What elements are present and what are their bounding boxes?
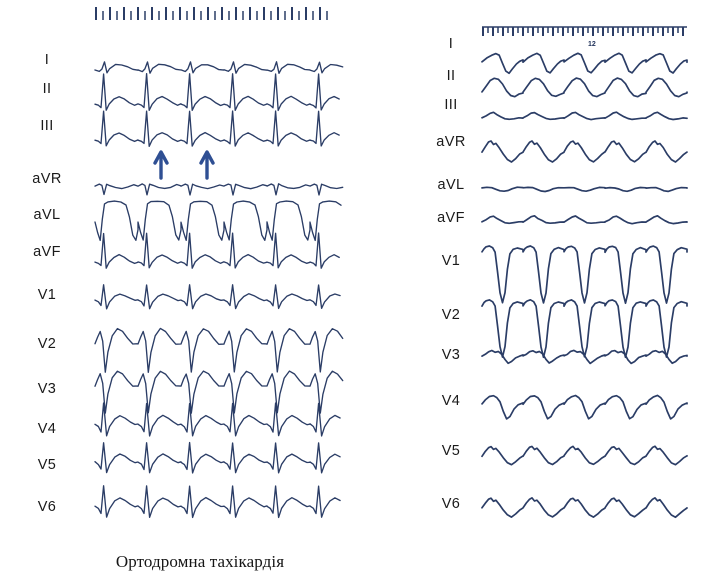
lead-label-v1: V1 (441, 253, 461, 269)
lead-label-ii: II (42, 81, 52, 97)
lead-label-v2: V2 (37, 336, 57, 352)
timing-ruler-orthodromic (95, 7, 328, 20)
ruler-ticks (482, 26, 687, 36)
lead-label-column-antidromic: I II III aVR aVL aVF V1 V2 V3 V4 V5 V6 (412, 0, 490, 582)
ecg-lead-trace-v6 (94, 485, 341, 519)
ecg-lead-trace-v3 (94, 370, 344, 414)
ecg-lead-trace-iii (481, 111, 688, 121)
ecg-lead-trace-v1 (94, 284, 341, 310)
ruler-ticks (95, 7, 328, 20)
ecg-lead-trace-avr (94, 183, 344, 196)
ecg-lead-trace-v5 (481, 445, 688, 466)
ecg-lead-trace-i (94, 61, 344, 74)
lead-label-avr: aVR (436, 134, 466, 150)
lead-label-v5: V5 (441, 443, 461, 459)
ecg-lead-trace-v4 (94, 402, 341, 437)
ecg-lead-trace-avf (94, 232, 340, 269)
lead-label-avr: aVR (32, 171, 62, 187)
lead-label-avf: aVF (33, 244, 61, 260)
ecg-lead-trace-v1 (481, 245, 688, 305)
caption-orthodromic: Ортодромна тахікардія (115, 552, 285, 571)
lead-label-iii: III (40, 118, 54, 134)
lead-label-v5: V5 (37, 457, 57, 473)
ecg-lead-trace-v5 (94, 441, 341, 474)
lead-label-avf: aVF (437, 210, 465, 226)
ecg-lead-trace-ii (481, 77, 688, 98)
ecg-lead-trace-v4 (481, 394, 688, 420)
ecg-trace-area-orthodromic (94, 0, 344, 582)
ecg-lead-trace-i (481, 52, 688, 75)
lead-label-v4: V4 (441, 393, 461, 409)
retrograde-p-wave-arrows (153, 150, 215, 180)
ecg-lead-trace-avf (481, 214, 688, 225)
ecg-lead-trace-v3 (481, 349, 688, 365)
lead-label-i: I (448, 36, 454, 52)
ecg-lead-trace-avr (481, 140, 688, 163)
lead-label-v3: V3 (37, 381, 57, 397)
ecg-traces-orthodromic (94, 61, 344, 519)
lead-label-v6: V6 (37, 499, 57, 515)
lead-label-ii: II (446, 68, 456, 84)
lead-label-v2: V2 (441, 307, 461, 323)
lead-label-iii: III (444, 97, 458, 113)
lead-label-column-orthodromic: I II III aVR aVL aVF V1 V2 V3 V4 V5 V6 (8, 0, 86, 582)
timing-ruler-antidromic (482, 26, 687, 36)
ecg-lead-trace-v2 (481, 298, 688, 359)
retrograde-p-arrow-2 (199, 150, 215, 180)
lead-label-avl: aVL (437, 177, 465, 193)
ecg-trace-area-antidromic (481, 0, 688, 582)
panel-orthodromic: I II III aVR aVL aVF V1 V2 V3 V4 V5 V6 Ортодромна т… (8, 0, 344, 582)
ecg-traces-antidromic (481, 52, 688, 519)
lead-label-avl: aVL (33, 207, 61, 223)
ruler-mark-12: 12 (588, 41, 596, 48)
lead-label-v1: V1 (37, 287, 57, 303)
ecg-lead-trace-v2 (94, 327, 344, 373)
ecg-lead-trace-avl (481, 186, 688, 193)
ecg-lead-trace-iii (94, 110, 340, 147)
lead-label-v4: V4 (37, 421, 57, 437)
lead-label-v6: V6 (441, 496, 461, 512)
retrograde-p-arrow-1 (153, 150, 169, 180)
lead-label-i: I (44, 52, 50, 68)
ecg-lead-trace-avl (94, 200, 342, 242)
ecg-lead-trace-ii (94, 73, 340, 112)
ecg-lead-trace-v6 (481, 497, 688, 519)
lead-label-v3: V3 (441, 347, 461, 363)
